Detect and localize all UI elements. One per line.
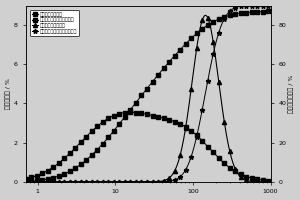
未处理的超细铜尾砂 (39, 181, 42, 183)
处理的超细铜尾砂（累计） (269, 10, 272, 13)
处理的超细铜尾砂（累计） (39, 179, 42, 182)
Legend: 处理的超细铜尾砂, 处理的超细铜尾砂（累计）, 未处理的超细铜尾砂, 未处理的超细铜尾砂（累计）: 处理的超细铜尾砂, 处理的超细铜尾砂（累计）, 未处理的超细铜尾砂, 未处理的超… (30, 10, 79, 36)
未处理的超细铜尾砂 (172, 170, 176, 173)
Line: 处理的超细铜尾砂: 处理的超细铜尾砂 (24, 111, 272, 182)
处理的超细铜尾砂 (173, 120, 176, 123)
Line: 未处理的超细铜尾砂（累计）: 未处理的超细铜尾砂（累计） (23, 3, 273, 184)
未处理的超细铜尾砂（累计） (172, 179, 176, 181)
处理的超细铜尾砂 (269, 180, 272, 182)
Y-axis label: 粒径百分比 / %: 粒径百分比 / % (6, 78, 11, 109)
未处理的超细铜尾砂 (180, 148, 183, 150)
未处理的超细铜尾砂（累计） (180, 174, 183, 177)
未处理的超细铜尾砂（累计） (269, 4, 272, 7)
处理的超细铜尾砂（累计） (166, 62, 169, 65)
处理的超细铜尾砂 (129, 111, 132, 113)
处理的超细铜尾砂 (166, 118, 170, 121)
Y-axis label: 粒径累计百分比 / %: 粒径累计百分比 / % (289, 74, 294, 113)
未处理的超细铜尾砂 (204, 14, 207, 17)
未处理的超细铜尾砂（累计） (24, 181, 27, 183)
处理的超细铜尾砂（累计） (210, 22, 213, 24)
处理的超细铜尾砂（累计） (172, 55, 176, 57)
未处理的超细铜尾砂 (235, 171, 238, 173)
处理的超细铜尾砂（累计） (235, 13, 238, 15)
未处理的超细铜尾砂（累计） (235, 6, 238, 8)
Line: 未处理的超细铜尾砂: 未处理的超细铜尾砂 (23, 13, 273, 184)
未处理的超细铜尾砂（累计） (39, 181, 42, 183)
未处理的超细铜尾砂（累计） (210, 61, 213, 64)
处理的超细铜尾砂 (180, 124, 184, 126)
处理的超细铜尾砂（累计） (180, 47, 183, 49)
处理的超细铜尾砂 (210, 150, 214, 152)
未处理的超细铜尾砂 (269, 181, 272, 183)
处理的超细铜尾砂 (235, 171, 238, 174)
处理的超细铜尾砂（累计） (24, 181, 27, 183)
处理的超细铜尾砂 (24, 178, 27, 180)
未处理的超细铜尾砂 (210, 32, 214, 34)
未处理的超细铜尾砂（累计） (166, 180, 169, 183)
未处理的超细铜尾砂 (24, 181, 27, 183)
未处理的超细铜尾砂 (166, 178, 169, 180)
Line: 处理的超细铜尾砂（累计）: 处理的超细铜尾砂（累计） (24, 10, 272, 183)
处理的超细铜尾砂 (39, 173, 42, 175)
